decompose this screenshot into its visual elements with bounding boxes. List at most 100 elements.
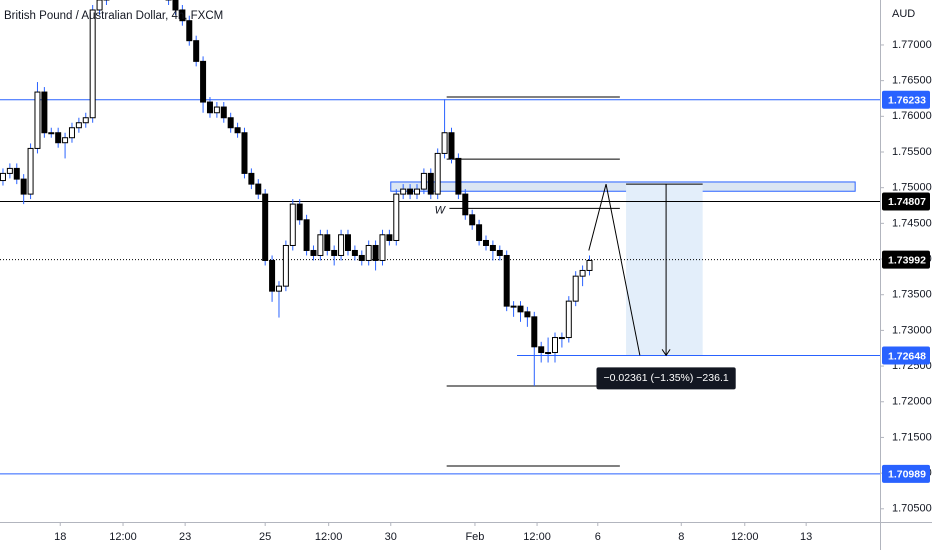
candle-body	[27, 147, 34, 195]
x-tick-label: 8	[678, 531, 684, 543]
candle-body	[255, 183, 262, 195]
candle-body	[393, 193, 400, 241]
candle-body	[213, 106, 220, 114]
candle-body	[413, 188, 420, 195]
candle-body	[331, 249, 338, 256]
candle-body	[579, 269, 586, 277]
y-tick-label: 1.76500	[892, 75, 932, 87]
candle-body	[558, 337, 565, 340]
y-tick-label: 1.73000	[892, 324, 932, 336]
y-tick-label: 1.75000	[892, 182, 932, 194]
y-tick-label: 1.72000	[892, 396, 932, 408]
candle-body	[482, 239, 489, 246]
candle-body	[365, 244, 372, 261]
x-tick-label: 12:00	[109, 531, 137, 543]
candle-body	[41, 91, 48, 134]
candle-body	[427, 172, 434, 195]
candle-body	[545, 352, 552, 355]
candle-body	[234, 127, 241, 134]
x-tick-label: 12:00	[523, 531, 551, 543]
candle-body	[310, 249, 317, 256]
candle-body	[269, 259, 276, 292]
y-tick-label: 1.75500	[892, 146, 932, 158]
price-label: 1.74807	[888, 196, 926, 208]
price-label-box	[882, 346, 930, 365]
candle-body	[96, 0, 103, 11]
candle-body	[565, 300, 572, 339]
candle-body	[441, 132, 448, 154]
price-label: 1.70989	[888, 469, 926, 481]
candle-body	[172, 0, 179, 11]
candle-body	[572, 275, 579, 302]
candle-body	[420, 172, 427, 190]
x-tick-label: 6	[595, 531, 601, 543]
candle-body	[358, 254, 365, 261]
candle-body	[524, 311, 531, 318]
candle-body	[262, 193, 269, 261]
candle-body	[510, 305, 517, 308]
measure-label-box	[596, 367, 736, 390]
candle-body	[68, 127, 75, 139]
candle-body	[62, 137, 69, 144]
candle-body	[538, 346, 545, 354]
candle-body	[386, 234, 393, 241]
x-tick-label: 23	[179, 531, 191, 543]
candle-body	[434, 152, 441, 195]
currency-label: AUD	[892, 8, 915, 20]
arrow-head	[661, 349, 671, 357]
y-tick-label: 1.73500	[892, 289, 932, 301]
candle-body	[448, 132, 455, 159]
y-tick-label: 1.74500	[892, 217, 932, 229]
candle-body	[13, 167, 20, 180]
candle-body	[186, 20, 193, 42]
candle-body	[476, 224, 483, 241]
candle-body	[179, 9, 186, 22]
candle-body	[503, 254, 510, 307]
candle-body	[227, 117, 234, 129]
candle-body	[496, 249, 503, 256]
price-label-box	[882, 250, 930, 269]
candle-body	[324, 234, 331, 251]
candle-body	[248, 172, 255, 185]
candle-body	[407, 188, 414, 195]
x-tick-label: 30	[385, 531, 397, 543]
candle-body	[200, 60, 207, 103]
candle-body	[531, 316, 538, 348]
candle-body	[586, 259, 593, 271]
candle-body	[372, 244, 379, 261]
candle-body	[82, 117, 89, 124]
candle-body	[455, 157, 462, 195]
candle-body	[517, 305, 524, 313]
price-label-box	[882, 90, 930, 109]
candle-body	[344, 234, 351, 251]
candle-body	[241, 132, 248, 174]
candle-body	[193, 40, 200, 62]
candle-body	[317, 234, 324, 256]
candle-body	[6, 167, 13, 174]
price-label-box	[882, 464, 930, 483]
measure-area	[626, 184, 703, 356]
x-tick-label: 13	[800, 531, 812, 543]
pattern-marker: W	[435, 204, 447, 216]
candle-body	[489, 244, 496, 251]
candle-body	[400, 188, 407, 195]
price-label: 1.73992	[888, 254, 926, 266]
candle-body	[89, 9, 96, 119]
candle-body	[75, 122, 82, 129]
x-tick-label: Feb	[465, 531, 484, 543]
x-tick-label: 12:00	[731, 531, 759, 543]
x-tick-label: 18	[54, 531, 66, 543]
candle-body	[55, 132, 62, 144]
measure-label: −0.02361 (−1.35%) −236.1	[603, 372, 728, 384]
price-label: 1.72648	[888, 350, 926, 362]
candle-body	[296, 203, 303, 221]
candle-body	[303, 219, 310, 251]
x-tick-label: 25	[259, 531, 271, 543]
candle-body	[275, 285, 282, 292]
y-tick-label: 1.70500	[892, 503, 932, 515]
projection-path	[588, 183, 641, 356]
candle-body	[338, 234, 345, 256]
candle-body	[469, 214, 476, 226]
y-tick-label: 1.76000	[892, 110, 932, 122]
